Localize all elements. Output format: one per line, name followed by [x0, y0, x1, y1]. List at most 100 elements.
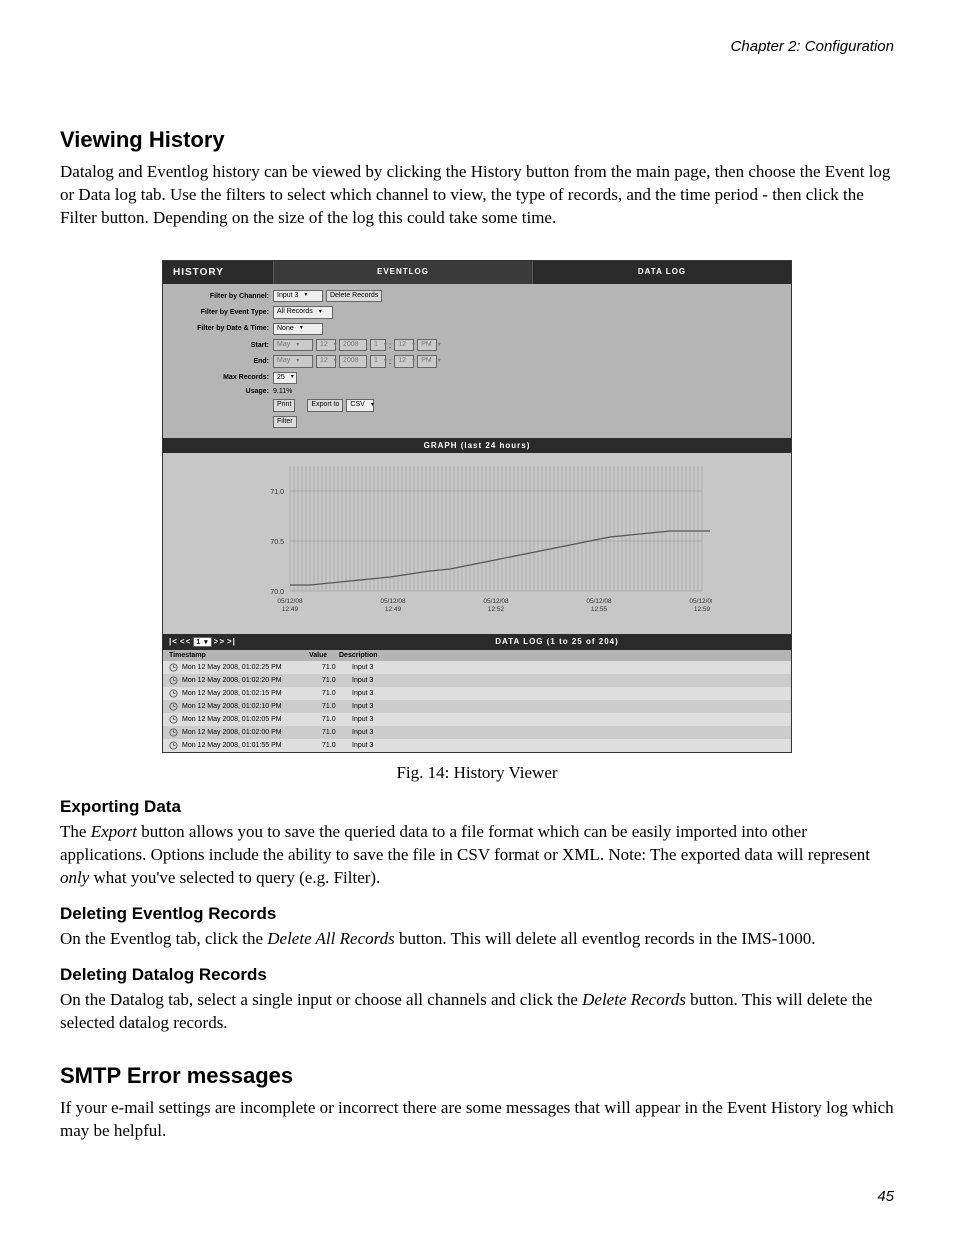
cell-timestamp: Mon 12 May 2008, 01:01:55 PM — [182, 742, 322, 749]
select-exportto[interactable]: CSV — [346, 399, 374, 411]
input-start-year[interactable]: 2008 — [339, 339, 367, 351]
select-datetime[interactable]: None — [273, 323, 323, 335]
label-filter-channel: Filter by Channel: — [169, 293, 273, 300]
datalog-title-bar: |< << 1 ▾ >> >| DATA LOG (1 to 25 of 204… — [163, 634, 791, 650]
tab-eventlog[interactable]: EVENTLOG — [273, 261, 532, 284]
heading-deleting-eventlog: Deleting Eventlog Records — [60, 904, 894, 924]
history-header-bar: HISTORY EVENTLOG DATA LOG — [163, 261, 791, 284]
clock-icon — [169, 728, 178, 737]
svg-text:05/12/08: 05/12/08 — [380, 598, 406, 605]
svg-text:70.5: 70.5 — [270, 539, 284, 546]
exportto-button[interactable]: Export to — [307, 399, 343, 411]
input-end-year[interactable]: 2008 — [339, 355, 367, 367]
cell-timestamp: Mon 12 May 2008, 01:02:25 PM — [182, 664, 322, 671]
select-maxrecords[interactable]: 25 — [273, 372, 297, 384]
svg-text:05/12/08: 05/12/08 — [689, 598, 712, 605]
label-filter-datetime: Filter by Date & Time: — [169, 325, 273, 332]
svg-text:12:59: 12:59 — [694, 606, 711, 613]
col-description: Description — [339, 652, 785, 659]
select-end-day[interactable]: 12 — [316, 355, 336, 367]
datalog-row: Mon 12 May 2008, 01:02:00 PM71.0Input 3 — [163, 726, 791, 739]
nav-next[interactable]: >> — [214, 637, 225, 646]
para-exporting-data: The Export button allows you to save the… — [60, 821, 894, 890]
usage-value: 9.11% — [273, 388, 292, 395]
col-value: Value — [309, 652, 339, 659]
cell-timestamp: Mon 12 May 2008, 01:02:10 PM — [182, 703, 322, 710]
figure-caption: Fig. 14: History Viewer — [162, 763, 792, 783]
figure-14: HISTORY EVENTLOG DATA LOG Filter by Chan… — [162, 260, 792, 783]
select-start-month[interactable]: May — [273, 339, 313, 351]
datalog-rows: Mon 12 May 2008, 01:02:25 PM71.0Input 3M… — [163, 661, 791, 752]
cell-value: 71.0 — [322, 664, 352, 671]
clock-icon — [169, 676, 178, 685]
clock-icon — [169, 663, 178, 672]
select-end-ampm[interactable]: PM — [417, 355, 437, 367]
label-usage: Usage: — [169, 388, 273, 395]
heading-viewing-history: Viewing History — [60, 127, 894, 153]
para-deleting-datalog: On the Datalog tab, select a single inpu… — [60, 989, 894, 1035]
label-maxrecords: Max Records: — [169, 374, 273, 381]
colon-sep: : — [389, 341, 391, 350]
print-button[interactable]: Print — [273, 399, 295, 411]
select-channel[interactable]: Input 3 — [273, 290, 323, 302]
svg-text:12:52: 12:52 — [488, 606, 505, 613]
datalog-row: Mon 12 May 2008, 01:01:55 PM71.0Input 3 — [163, 739, 791, 752]
filter-button[interactable]: Filter — [273, 416, 297, 428]
nav-last[interactable]: >| — [227, 637, 236, 646]
cell-timestamp: Mon 12 May 2008, 01:02:00 PM — [182, 729, 322, 736]
svg-text:05/12/08: 05/12/08 — [483, 598, 509, 605]
cell-description: Input 3 — [352, 664, 785, 671]
cell-description: Input 3 — [352, 703, 785, 710]
tab-datalog[interactable]: DATA LOG — [532, 261, 791, 284]
cell-value: 71.0 — [322, 729, 352, 736]
chapter-header: Chapter 2: Configuration — [60, 38, 894, 55]
filter-panel: Filter by Channel: Input 3 Delete Record… — [163, 284, 791, 438]
datalog-row: Mon 12 May 2008, 01:02:05 PM71.0Input 3 — [163, 713, 791, 726]
select-start-min[interactable]: 12 — [394, 339, 414, 351]
cell-description: Input 3 — [352, 677, 785, 684]
para-deleting-eventlog: On the Eventlog tab, click the Delete Al… — [60, 928, 894, 951]
select-start-ampm[interactable]: PM — [417, 339, 437, 351]
cell-timestamp: Mon 12 May 2008, 01:02:20 PM — [182, 677, 322, 684]
cell-description: Input 3 — [352, 716, 785, 723]
cell-value: 71.0 — [322, 677, 352, 684]
svg-text:70.0: 70.0 — [270, 589, 284, 596]
cell-timestamp: Mon 12 May 2008, 01:02:15 PM — [182, 690, 322, 697]
datalog-row: Mon 12 May 2008, 01:02:20 PM71.0Input 3 — [163, 674, 791, 687]
heading-smtp: SMTP Error messages — [60, 1063, 894, 1089]
cell-value: 71.0 — [322, 703, 352, 710]
graph-title: GRAPH (last 24 hours) — [163, 438, 791, 453]
cell-value: 71.0 — [322, 742, 352, 749]
svg-text:12:49: 12:49 — [282, 606, 299, 613]
clock-icon — [169, 702, 178, 711]
history-viewer-screenshot: HISTORY EVENTLOG DATA LOG Filter by Chan… — [162, 260, 792, 753]
select-end-hour[interactable]: 1 — [370, 355, 386, 367]
label-start: Start: — [169, 342, 273, 349]
svg-text:05/12/08: 05/12/08 — [586, 598, 612, 605]
graph-svg: 71.070.570.005/12/0812:4905/12/0812:4905… — [242, 461, 712, 626]
clock-icon — [169, 741, 178, 750]
cell-value: 71.0 — [322, 716, 352, 723]
label-filter-eventtype: Filter by Event Type: — [169, 309, 273, 316]
para-viewing-history: Datalog and Eventlog history can be view… — [60, 161, 894, 230]
nav-prev[interactable]: << — [180, 637, 191, 646]
heading-exporting-data: Exporting Data — [60, 797, 894, 817]
para-smtp: If your e-mail settings are incomplete o… — [60, 1097, 894, 1143]
cell-description: Input 3 — [352, 742, 785, 749]
nav-page-select[interactable]: 1 ▾ — [193, 637, 211, 647]
clock-icon — [169, 689, 178, 698]
col-timestamp: Timestamp — [169, 652, 309, 659]
select-start-day[interactable]: 12 — [316, 339, 336, 351]
select-end-min[interactable]: 12 — [394, 355, 414, 367]
nav-first[interactable]: |< — [169, 637, 178, 646]
history-title: HISTORY — [163, 261, 273, 284]
svg-text:71.0: 71.0 — [270, 489, 284, 496]
clock-icon — [169, 715, 178, 724]
select-eventtype[interactable]: All Records — [273, 306, 333, 318]
datalog-header: Timestamp Value Description — [163, 650, 791, 661]
select-end-month[interactable]: May — [273, 355, 313, 367]
colon-sep-2: : — [389, 357, 391, 366]
cell-description: Input 3 — [352, 690, 785, 697]
select-start-hour[interactable]: 1 — [370, 339, 386, 351]
delete-records-button[interactable]: Delete Records — [326, 290, 382, 302]
